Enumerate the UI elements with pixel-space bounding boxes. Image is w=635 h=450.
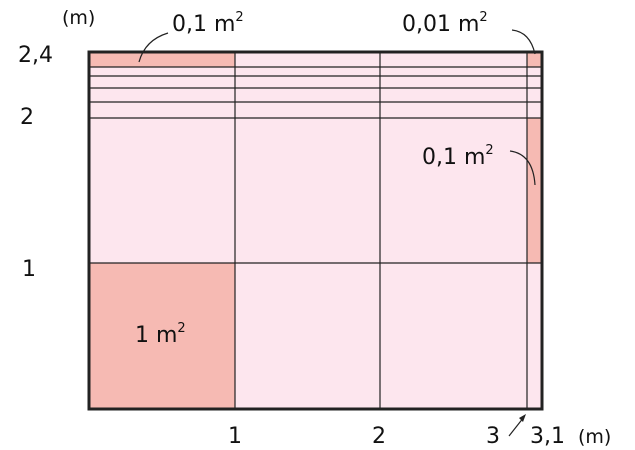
right-strip-leader [509, 150, 536, 186]
top-left-leader [138, 32, 169, 63]
x-tick-3: 3 [486, 424, 500, 449]
y-tick-2-4: 2,4 [18, 43, 53, 68]
y-unit-label: (m) [62, 7, 95, 29]
unit-square-region [89, 263, 235, 409]
right-strip-region [527, 118, 542, 263]
x-end-arrowhead [519, 414, 526, 422]
top-right-area-label: 0,01 m2 [402, 10, 488, 37]
x-tick-3-1: 3,1 [530, 424, 565, 449]
right-strip-area-label: 0,1 m2 [422, 143, 494, 170]
outer-border [87, 50, 544, 411]
y-tick-2: 2 [20, 105, 34, 130]
top-right-leader [511, 29, 536, 55]
unit-square-area-label: 1 m2 [135, 321, 186, 348]
y-tick-1: 1 [22, 257, 36, 282]
grid-lines [89, 52, 542, 409]
x-unit-label: (m) [578, 426, 611, 448]
top-left-strip-region [89, 52, 235, 67]
top-left-area-label: 0,1 m2 [172, 10, 244, 37]
x-tick-1: 1 [228, 424, 242, 449]
top-right-small-square-region [527, 52, 542, 67]
x-tick-2: 2 [372, 424, 386, 449]
